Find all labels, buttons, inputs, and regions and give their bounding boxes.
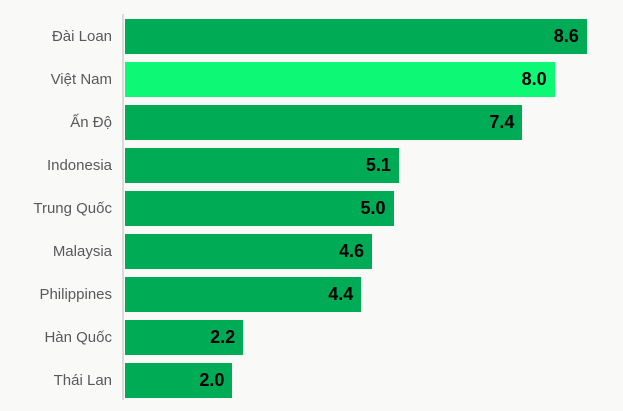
chart-row: Malaysia 4.6: [0, 234, 623, 269]
bar-track: 2.0: [125, 363, 623, 398]
value-label: 2.2: [210, 327, 236, 347]
bar: 8.0: [125, 62, 555, 97]
bar-track: 7.4: [125, 105, 623, 140]
chart-row: Việt Nam 8.0: [0, 62, 623, 97]
category-label: Philippines: [39, 286, 112, 303]
value-label: 8.0: [521, 69, 547, 89]
chart-row: Thái Lan 2.0: [0, 363, 623, 398]
bar-track: 4.4: [125, 277, 623, 312]
value-label: 7.4: [489, 112, 515, 132]
y-axis-line: [122, 14, 124, 400]
value-label: 2.0: [199, 370, 225, 390]
chart-row: Philippines 4.4: [0, 277, 623, 312]
chart-row: Hàn Quốc 2.2: [0, 320, 623, 355]
bar-track: 8.6: [125, 19, 623, 54]
category-label: Trung Quốc: [33, 200, 112, 217]
bar: 2.2: [125, 320, 244, 355]
bar: 8.6: [125, 19, 587, 54]
bar-track: 8.0: [125, 62, 623, 97]
bar-track: 2.2: [125, 320, 623, 355]
bar: 4.6: [125, 234, 373, 269]
value-label: 5.1: [365, 155, 391, 175]
category-label: Hàn Quốc: [44, 329, 112, 346]
bar-track: 4.6: [125, 234, 623, 269]
category-label: Thái Lan: [53, 372, 112, 389]
chart-row: Trung Quốc 5.0: [0, 191, 623, 226]
bar: 5.0: [125, 191, 394, 226]
value-label: 4.4: [328, 284, 354, 304]
chart-rows: Đài Loan 8.6 Việt Nam 8.0 Ấn Độ 7.4 Indo…: [0, 19, 623, 406]
bar: 5.1: [125, 148, 399, 183]
bar: 4.4: [125, 277, 362, 312]
chart-row: Ấn Độ 7.4: [0, 105, 623, 140]
category-label: Ấn Độ: [70, 114, 112, 131]
bar: 2.0: [125, 363, 233, 398]
category-label: Malaysia: [52, 243, 112, 260]
value-label: 4.6: [338, 241, 365, 261]
category-label: Đài Loan: [51, 28, 112, 45]
chart-row: Đài Loan 8.6: [0, 19, 623, 54]
bar: 7.4: [125, 105, 523, 140]
category-label: Việt Nam: [50, 71, 112, 88]
category-label: Indonesia: [46, 157, 112, 174]
chart-row: Indonesia 5.1: [0, 148, 623, 183]
value-label: 5.0: [360, 198, 386, 218]
value-label: 8.6: [553, 26, 579, 46]
bar-track: 5.1: [125, 148, 623, 183]
bar-track: 5.0: [125, 191, 623, 226]
